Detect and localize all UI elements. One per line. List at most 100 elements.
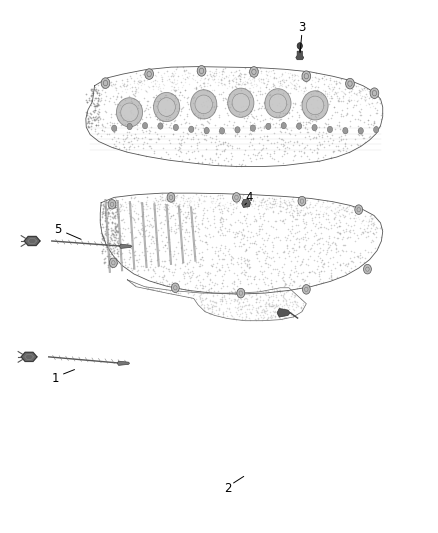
- Point: [352, 211, 359, 219]
- Point: [250, 273, 257, 281]
- Point: [320, 263, 327, 272]
- Point: [209, 207, 216, 215]
- Point: [270, 292, 277, 301]
- Point: [142, 127, 149, 135]
- Point: [258, 198, 265, 206]
- Point: [241, 254, 248, 262]
- Point: [146, 103, 153, 111]
- Point: [118, 231, 125, 240]
- Point: [253, 305, 260, 314]
- Point: [360, 216, 367, 224]
- Point: [220, 119, 227, 128]
- Point: [284, 149, 291, 157]
- Point: [258, 224, 265, 233]
- Ellipse shape: [228, 88, 254, 117]
- Point: [278, 134, 285, 143]
- Point: [117, 93, 124, 102]
- Point: [173, 255, 180, 263]
- Point: [114, 201, 121, 209]
- Point: [304, 152, 311, 160]
- Point: [201, 75, 208, 83]
- Point: [175, 146, 182, 154]
- Point: [283, 205, 290, 214]
- Point: [109, 199, 116, 207]
- Point: [290, 297, 297, 306]
- Point: [311, 200, 318, 209]
- Point: [208, 68, 215, 76]
- Point: [109, 82, 116, 90]
- Point: [176, 144, 183, 152]
- Point: [293, 215, 300, 223]
- Point: [200, 101, 207, 109]
- Circle shape: [197, 66, 206, 76]
- Point: [215, 265, 222, 274]
- Point: [171, 116, 178, 124]
- Point: [114, 207, 121, 216]
- Point: [307, 244, 314, 253]
- Point: [255, 315, 262, 324]
- Point: [153, 206, 160, 215]
- Point: [125, 128, 132, 136]
- Point: [218, 295, 225, 304]
- Point: [120, 205, 127, 214]
- Point: [261, 306, 268, 315]
- Point: [150, 238, 157, 247]
- Point: [368, 236, 375, 245]
- Point: [207, 70, 214, 78]
- Point: [208, 255, 215, 263]
- Point: [180, 199, 187, 207]
- Point: [122, 257, 129, 266]
- Point: [281, 141, 288, 150]
- Point: [141, 227, 148, 235]
- Point: [214, 192, 221, 201]
- Point: [172, 80, 179, 88]
- Point: [158, 194, 165, 203]
- Point: [265, 300, 272, 308]
- Point: [185, 194, 192, 203]
- Point: [250, 74, 257, 83]
- Point: [128, 106, 135, 115]
- Point: [217, 283, 224, 292]
- Point: [240, 225, 247, 233]
- Point: [315, 83, 322, 91]
- Point: [280, 268, 287, 277]
- Point: [95, 112, 102, 120]
- Point: [263, 81, 270, 90]
- Point: [185, 236, 192, 245]
- Point: [253, 82, 260, 90]
- Point: [159, 190, 166, 198]
- Point: [221, 68, 228, 76]
- Point: [213, 302, 220, 310]
- Point: [322, 89, 329, 98]
- Point: [230, 123, 237, 132]
- Point: [242, 193, 249, 202]
- Point: [209, 199, 216, 207]
- Point: [231, 285, 238, 294]
- Point: [307, 200, 314, 208]
- Point: [320, 90, 327, 99]
- Point: [232, 242, 239, 251]
- Point: [128, 279, 135, 287]
- Point: [253, 295, 260, 303]
- Point: [288, 257, 295, 265]
- Point: [176, 143, 183, 151]
- Point: [111, 203, 118, 211]
- Point: [164, 200, 171, 208]
- Point: [278, 70, 285, 79]
- Point: [99, 209, 106, 217]
- Point: [142, 151, 149, 160]
- Point: [351, 237, 358, 246]
- Point: [99, 85, 106, 94]
- Point: [215, 80, 222, 89]
- Point: [307, 90, 314, 98]
- Point: [121, 96, 128, 104]
- Point: [131, 91, 138, 99]
- Point: [358, 85, 365, 93]
- Point: [360, 229, 367, 237]
- Point: [159, 278, 166, 286]
- Point: [263, 201, 270, 210]
- Point: [205, 286, 212, 295]
- Point: [132, 114, 139, 122]
- Point: [134, 214, 141, 222]
- Point: [143, 101, 150, 109]
